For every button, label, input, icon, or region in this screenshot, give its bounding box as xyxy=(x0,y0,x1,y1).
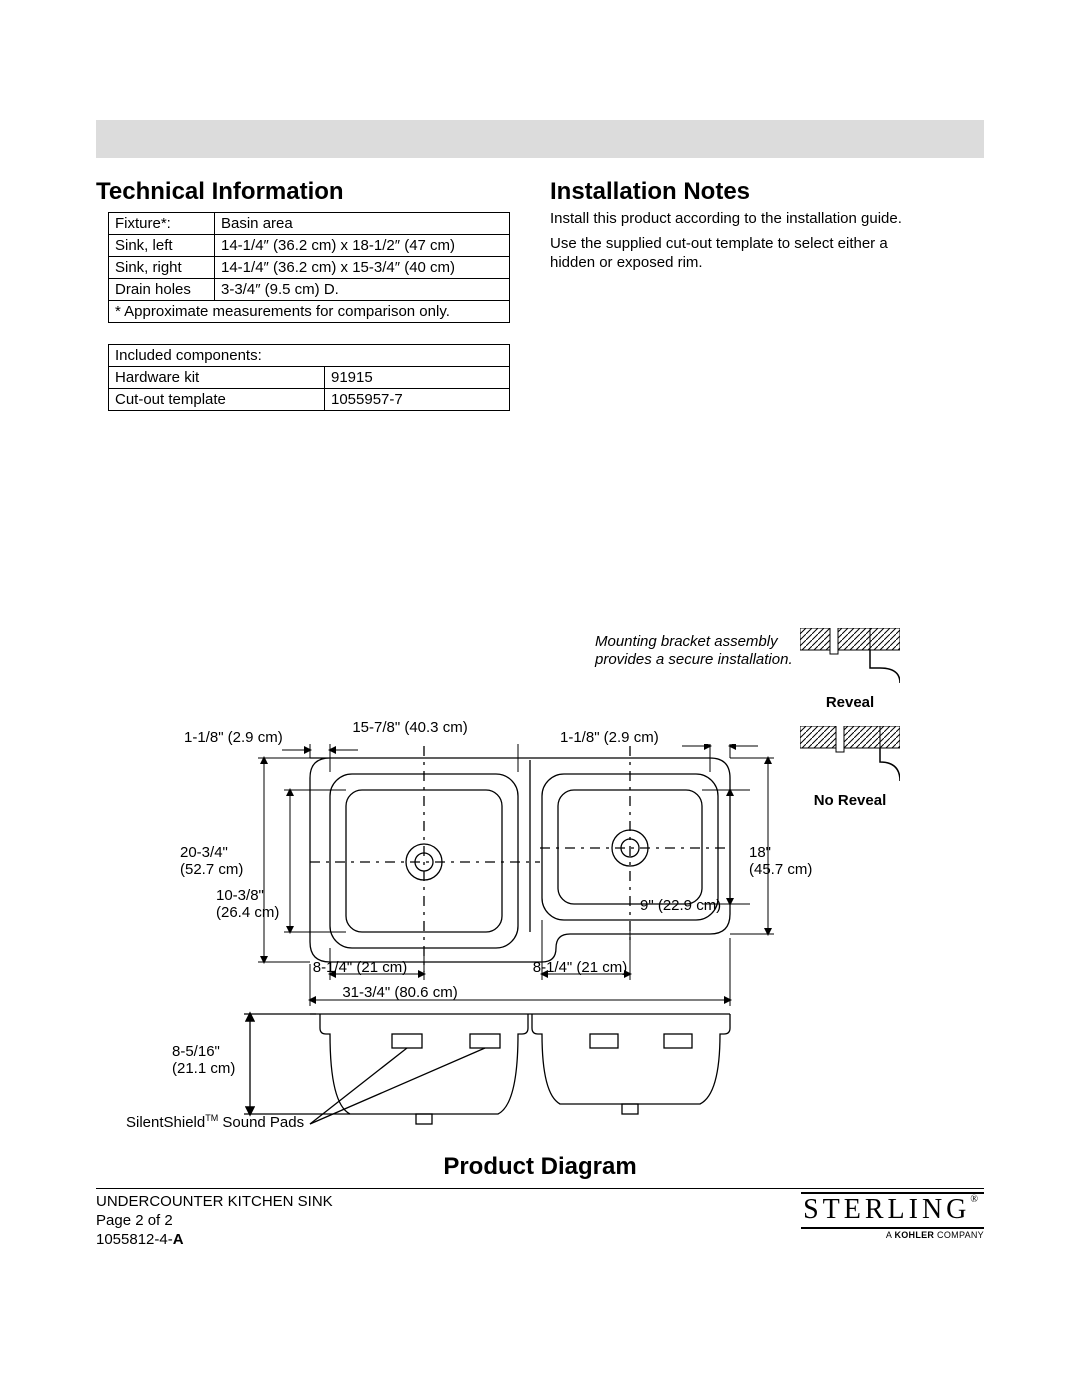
table-row: Drain holes3-3/4″ (9.5 cm) D. xyxy=(109,279,510,301)
cell: 14-1/4″ (36.2 cm) x 15-3/4″ (40 cm) xyxy=(215,257,510,279)
reveal-detail-icon xyxy=(800,628,900,683)
cell: 14-1/4″ (36.2 cm) x 18-1/2″ (47 cm) xyxy=(215,235,510,257)
cell: Fixture*: xyxy=(109,213,215,235)
cell-header: Included components: xyxy=(109,345,510,367)
heading-installation: Installation Notes xyxy=(550,178,750,206)
no-reveal-label: No Reveal xyxy=(800,792,900,809)
cell: 1055957-7 xyxy=(325,389,510,411)
note-line: Install this product according to the in… xyxy=(550,210,920,229)
heading-technical: Technical Information xyxy=(96,178,344,206)
bracket-note: Mounting bracket assembly provides a sec… xyxy=(595,633,795,669)
reveal-label: Reveal xyxy=(810,694,890,711)
table-row: Fixture*:Basin area xyxy=(109,213,510,235)
heading-diagram: Product Diagram xyxy=(0,1153,1080,1181)
cell: Sink, right xyxy=(109,257,215,279)
cell: Sink, left xyxy=(109,235,215,257)
page: Technical Information Installation Notes… xyxy=(0,0,1080,1397)
cell: Drain holes xyxy=(109,279,215,301)
brand-logo: STERLING® xyxy=(801,1192,984,1226)
cell: Cut-out template xyxy=(109,389,325,411)
table-row: Cut-out template1055957-7 xyxy=(109,389,510,411)
cell: 3-3/4″ (9.5 cm) D. xyxy=(215,279,510,301)
cell-footnote: * Approximate measurements for compariso… xyxy=(109,301,510,323)
installation-notes: Install this product according to the in… xyxy=(550,210,920,278)
header-band xyxy=(96,120,984,158)
cell: 91915 xyxy=(325,367,510,389)
table-row: Hardware kit91915 xyxy=(109,367,510,389)
cell: Basin area xyxy=(215,213,510,235)
table-row: Included components: xyxy=(109,345,510,367)
brand-subtitle: A KOHLER COMPANY xyxy=(801,1230,984,1240)
product-diagram xyxy=(170,744,790,1149)
table-row: Sink, right14-1/4″ (36.2 cm) x 15-3/4″ (… xyxy=(109,257,510,279)
components-table: Included components: Hardware kit91915 C… xyxy=(108,344,510,411)
cell: Hardware kit xyxy=(109,367,325,389)
brand-block: STERLING® A KOHLER COMPANY xyxy=(801,1192,984,1240)
dim-15-7-8: 15-7/8" (40.3 cm) xyxy=(330,720,490,737)
no-reveal-detail-icon xyxy=(800,726,900,781)
table-row: * Approximate measurements for compariso… xyxy=(109,301,510,323)
table-row: Sink, left14-1/4″ (36.2 cm) x 18-1/2″ (4… xyxy=(109,235,510,257)
fixture-table: Fixture*:Basin area Sink, left14-1/4″ (3… xyxy=(108,212,510,323)
note-line: Use the supplied cut-out template to sel… xyxy=(550,235,920,273)
